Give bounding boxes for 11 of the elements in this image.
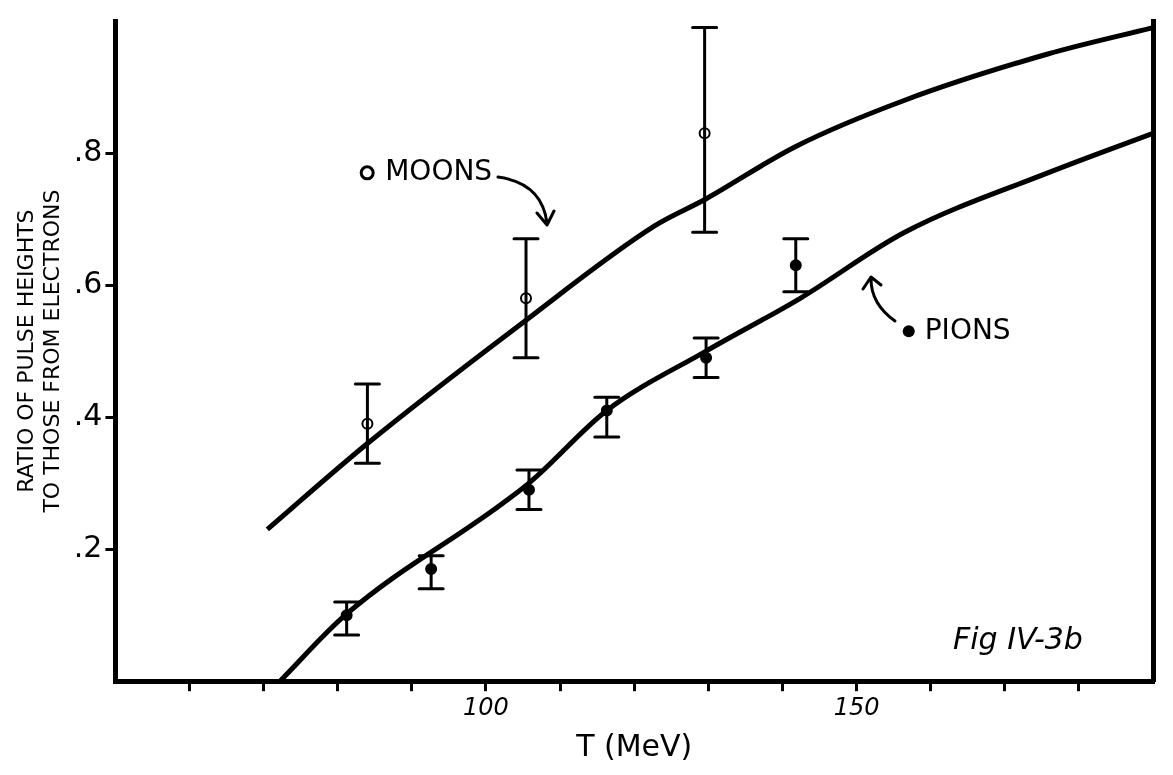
y-axis-title: RATIO OF PULSE HEIGHTS TO THOSE FROM ELECTRONS	[12, 189, 65, 514]
legend-label: MOONS	[385, 154, 493, 188]
y-tick-label: .8	[73, 132, 103, 168]
y-tick-label: .6	[73, 264, 103, 300]
x-axis-title: T (MeV)	[575, 727, 693, 763]
legend-label: PIONS	[924, 312, 1011, 346]
x-tick-label: 150	[833, 692, 880, 721]
y-tick-label: .2	[73, 528, 103, 564]
annotation: Fig IV-3b	[953, 621, 1083, 656]
x-tick-label: 100	[463, 692, 509, 721]
y-tick-label: .4	[73, 396, 103, 432]
